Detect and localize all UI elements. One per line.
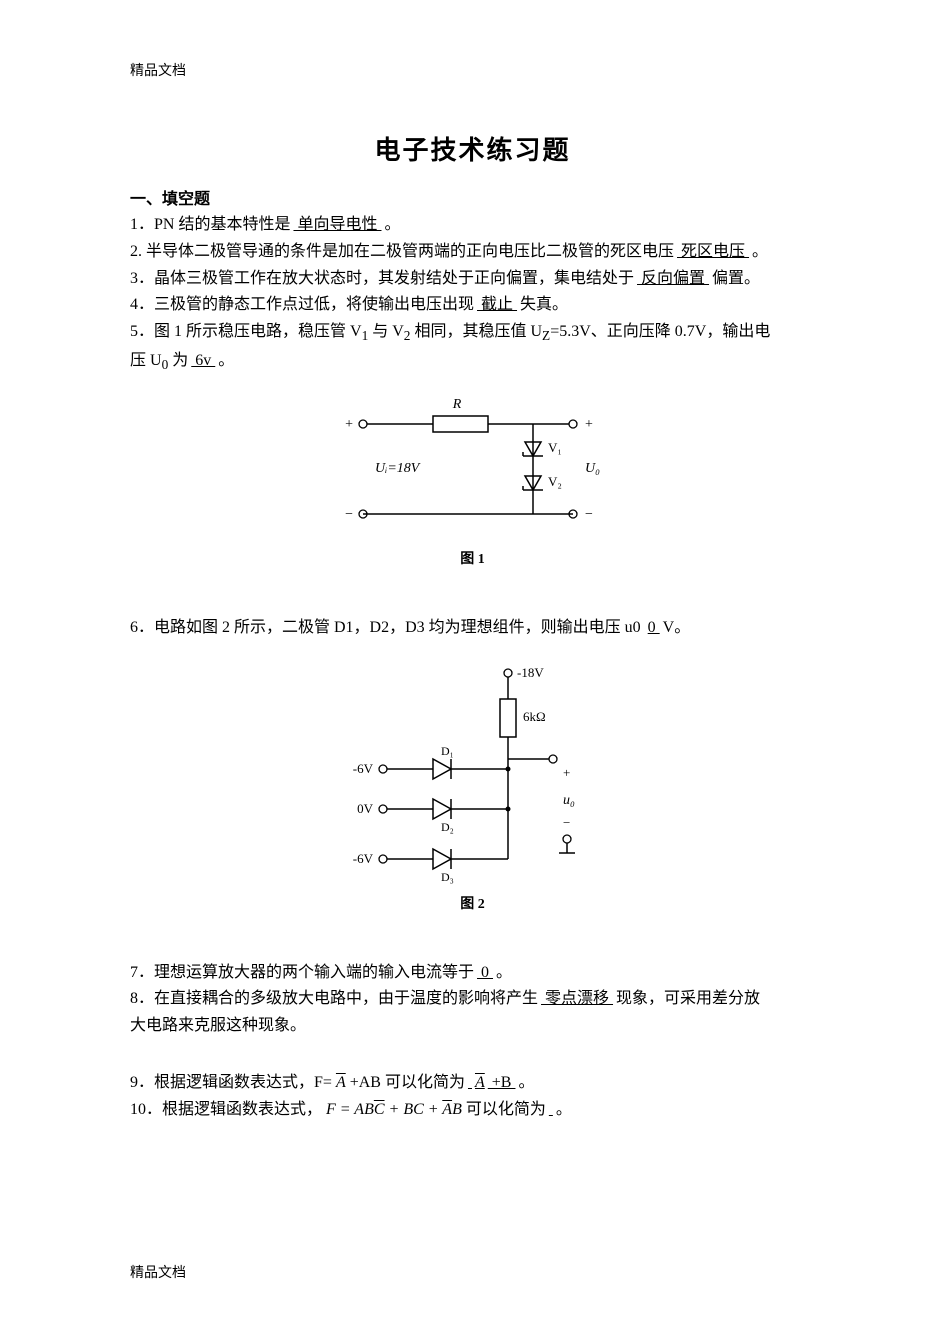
q5-sub2: 2 [404, 328, 411, 343]
q2-prefix: 2. 半导体二极管导通的条件是加在二极管两端的正向电压比二极管的死区电压 [130, 243, 674, 260]
q10-t3bar: A [442, 1101, 452, 1118]
fig2-left2: 0V [357, 801, 374, 816]
q7-prefix: 7．理想运算放大器的两个输入端的输入电流等于 [130, 964, 474, 981]
fig1-plus-right: + [585, 417, 593, 432]
q10-t2: BC [403, 1101, 423, 1118]
fig2-minus: − [563, 815, 570, 830]
q6-prefix: 6．电路如图 2 所示，二极管 D1，D2，D3 均为理想组件，则输出电压 u0 [130, 619, 645, 636]
q10-lhs: F = [326, 1101, 354, 1118]
q5-l2b: 为 [168, 352, 188, 369]
page-header-label: 精品文档 [130, 60, 815, 80]
q6-blank: 0 [645, 619, 663, 636]
q8-suffix: 现象，可采用差分放 [616, 990, 760, 1007]
question-3: 3．晶体三极管工作在放大状态时，其发射结处于正向偏置，集电结处于 反向偏置 偏置… [130, 267, 815, 292]
q7-suffix: 。 [496, 964, 512, 981]
q9-prefix: 9．根据逻辑函数表达式，F= [130, 1074, 336, 1091]
fig2-u0: u₀ [563, 793, 575, 808]
q10-suffix: 。 [556, 1101, 572, 1118]
q5-l1c: 相同，其稳压值 U [414, 323, 542, 340]
question-4: 4．三极管的静态工作点过低，将使输出电压出现 截止 失真。 [130, 293, 815, 318]
fig2-d2: D₂ [441, 820, 454, 834]
q5-subz: Z [542, 328, 550, 343]
q10-p1: + [385, 1101, 404, 1118]
fig2-label-top: -18V [517, 665, 544, 680]
q10-blank [546, 1101, 556, 1118]
fig1-plus-left: + [345, 417, 353, 432]
q2-suffix: 。 [752, 243, 768, 260]
question-5-line2: 压 U0 为 6v 。 [130, 349, 815, 376]
q9-blank2: +B [485, 1074, 519, 1091]
question-6: 6．电路如图 2 所示，二极管 D1，D2，D3 均为理想组件，则输出电压 u0… [130, 616, 815, 641]
question-8: 8．在直接耦合的多级放大电路中，由于温度的影响将产生 零点漂移 现象，可采用差分… [130, 987, 815, 1012]
q3-blank: 反向偏置 [634, 270, 712, 287]
fig2-left1: -6V [352, 761, 373, 776]
fig1-label-v2: V₂ [548, 474, 562, 489]
q5-l2a: 压 U [130, 352, 162, 369]
fig1-label-u0: U₀ [585, 461, 600, 476]
question-5: 5．图 1 所示稳压电路，稳压管 V1 与 V2 相同，其稳压值 UZ=5.3V… [130, 320, 815, 347]
fig1-label-r: R [451, 397, 461, 412]
q5-suf: 。 [218, 352, 234, 369]
fig2-plus: + [563, 765, 570, 780]
q9-expr-a: A [336, 1074, 346, 1091]
q5-sub1: 1 [362, 328, 369, 343]
q8-blank: 零点漂移 [538, 990, 616, 1007]
question-9: 9．根据逻辑函数表达式，F= A +AB 可以化简为 A +B 。 [130, 1071, 815, 1096]
fig2-label-r: 6kΩ [523, 709, 546, 724]
q6-suffix: V。 [663, 619, 691, 636]
q10-t1bar: C [374, 1101, 385, 1118]
q7-blank: 0 [474, 964, 496, 981]
question-10: 10．根据逻辑函数表达式， F = ABC + BC + AB 可以化简为 。 [130, 1098, 815, 1123]
q10-prefix: 10．根据逻辑函数表达式， [130, 1101, 322, 1118]
q1-prefix: 1．PN 结的基本特性是 [130, 216, 290, 233]
fig2-d3: D₃ [441, 870, 454, 884]
q10-p2: + [424, 1101, 443, 1118]
q2-blank: 死区电压 [674, 243, 752, 260]
q1-suffix: 。 [384, 216, 400, 233]
q9-suffix: 。 [518, 1074, 534, 1091]
q4-blank: 截止 [474, 296, 520, 313]
fig1-label-v1: V₁ [548, 440, 562, 455]
question-7: 7．理想运算放大器的两个输入端的输入电流等于 0 。 [130, 961, 815, 986]
question-1: 1．PN 结的基本特性是 单向导电性 。 [130, 213, 815, 238]
q5-l1a: 5．图 1 所示稳压电路，稳压管 V [130, 323, 362, 340]
q9-expr-b: A [475, 1074, 485, 1091]
fig1-label-ui: Uᵢ=18V [375, 461, 421, 476]
page-footer-label: 精品文档 [130, 1262, 186, 1282]
q1-blank: 单向导电性 [290, 216, 384, 233]
figure-2: -18V 6kΩ + u₀ − -6V D₁ 0V D₂ [130, 659, 815, 913]
q4-prefix: 4．三极管的静态工作点过低，将使输出电压出现 [130, 296, 474, 313]
q10-t3b: B [452, 1101, 462, 1118]
fig1-minus-left: − [345, 507, 353, 522]
q10-t1a: AB [354, 1101, 374, 1118]
section-heading-1: 一、填空题 [130, 185, 815, 209]
q5-l1b: 与 V [372, 323, 404, 340]
page-title: 电子技术练习题 [130, 130, 815, 167]
q8-prefix: 8．在直接耦合的多级放大电路中，由于温度的影响将产生 [130, 990, 538, 1007]
q9-plus: +AB 可以化简为 [346, 1074, 465, 1091]
q5-blank: 6v [188, 352, 218, 369]
fig2-left3: -6V [352, 851, 373, 866]
q5-l1d: =5.3V、正向压降 0.7V，输出电 [550, 323, 770, 340]
figure-2-caption: 图 2 [130, 893, 815, 913]
figure-1: R V₁ V₂ + − Uᵢ=18V + − U₀ 图 1 [130, 394, 815, 568]
fig2-d1: D₁ [441, 744, 454, 758]
q3-suffix: 偏置。 [712, 270, 760, 287]
q3-prefix: 3．晶体三极管工作在放大状态时，其发射结处于正向偏置，集电结处于 [130, 270, 634, 287]
q10-mid: 可以化简为 [466, 1101, 546, 1118]
q9-blank1 [465, 1074, 475, 1091]
fig1-minus-right: − [585, 507, 593, 522]
q4-suffix: 失真。 [520, 296, 568, 313]
question-8-line2: 大电路来克服这种现象。 [130, 1014, 815, 1039]
question-2: 2. 半导体二极管导通的条件是加在二极管两端的正向电压比二极管的死区电压 死区电… [130, 240, 815, 265]
figure-1-caption: 图 1 [130, 548, 815, 568]
